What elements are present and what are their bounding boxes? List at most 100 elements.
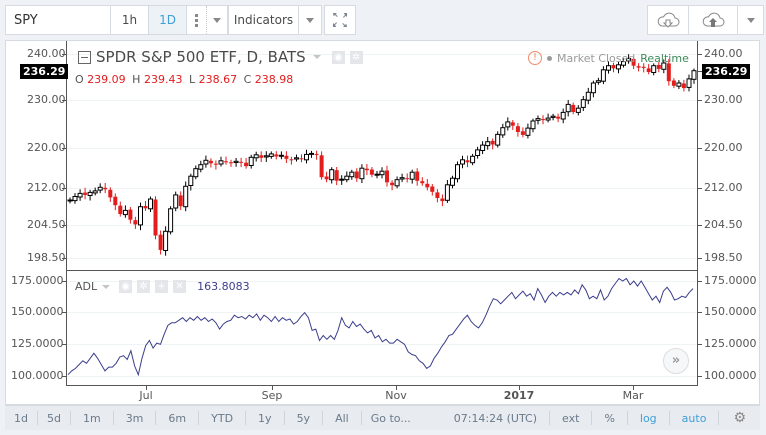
right-adl-tick: 100.0000 — [704, 369, 757, 382]
high-label: H — [132, 73, 141, 86]
settings-gear-icon[interactable]: ⚙ — [733, 410, 746, 426]
right-price-tick: 212.00 — [704, 181, 743, 194]
percent-scale-toggle[interactable]: % — [592, 411, 628, 425]
range-3m-button[interactable]: 3m — [114, 411, 157, 425]
symbol-interval-group: SPY 1h 1D — [5, 5, 228, 35]
more-intervals-button[interactable] — [187, 6, 207, 34]
close-icon[interactable]: ✕ — [173, 280, 187, 293]
goto-date-button[interactable]: Go to... — [370, 411, 411, 425]
adl-value: 163.8083 — [197, 280, 250, 293]
left-price-tick: 204.50 — [27, 218, 66, 231]
left-price-tick: 212.00 — [27, 181, 66, 194]
gear-icon[interactable]: ✲ — [349, 50, 363, 64]
save-load-group — [647, 5, 764, 35]
save-chart-button[interactable] — [689, 6, 738, 34]
left-adl-tick: 175.0000 — [11, 274, 64, 287]
time-label: Mar — [622, 389, 644, 402]
range-5y-button[interactable]: 5y — [285, 411, 324, 425]
low-label: L — [188, 73, 196, 86]
cloud-download-icon — [657, 12, 680, 28]
time-label: Sep — [261, 389, 283, 402]
scroll-to-realtime-button[interactable]: » — [663, 348, 689, 374]
indicators-dropdown-button[interactable] — [299, 6, 321, 34]
interval-1h-button[interactable]: 1h — [111, 6, 149, 34]
right-price-tick: 204.50 — [704, 218, 743, 231]
left-price-tick: 198.50 — [27, 251, 66, 264]
series-title: SPDR S&P 500 ETF, D, BATS — [96, 48, 306, 66]
adl-legend: ADL ◉ ✲ + ✕ 163.8083 — [75, 280, 250, 293]
open-label: O — [75, 73, 84, 86]
adl-label: ADL — [75, 280, 98, 293]
clock[interactable]: 07:14:24 (UTC) — [442, 411, 551, 425]
chevron-down-icon — [306, 17, 314, 23]
extended-hours-toggle[interactable]: ext — [550, 411, 593, 425]
ohlc-values: O 239.09 H 239.43 L 238.67 C 238.98 — [75, 73, 296, 86]
range-1y-button[interactable]: 1y — [246, 411, 285, 425]
left-adl-tick: 100.0000 — [11, 369, 64, 382]
top-toolbar: SPY 1h 1D Indicators — [0, 0, 766, 40]
right-last-price-tag: 236.29 — [702, 64, 751, 79]
market-status: ! Market Closed Realtime — [528, 51, 689, 65]
right-price-tick: 220.00 — [704, 141, 743, 154]
price-candles — [67, 54, 697, 256]
chevron-down-icon[interactable] — [312, 55, 321, 59]
interval-dropdown-button[interactable] — [207, 6, 227, 34]
status-dot-icon — [547, 55, 552, 61]
close-value: 238.98 — [254, 73, 294, 86]
right-adl-tick: 150.0000 — [704, 305, 757, 318]
visibility-eye-icon[interactable]: ◉ — [331, 50, 345, 64]
visibility-eye-icon[interactable]: ◉ — [119, 280, 133, 293]
range-1d-button[interactable]: 1d — [5, 411, 38, 425]
adl-gridlines — [67, 281, 697, 377]
left-price-tick: 220.00 — [27, 141, 66, 154]
realtime-text: Realtime — [640, 51, 689, 65]
chevron-down-icon — [213, 17, 221, 23]
auto-scale-toggle[interactable]: auto — [670, 411, 720, 425]
indicators-button[interactable]: Indicators — [229, 6, 299, 34]
chevron-down-icon — [746, 17, 755, 23]
left-adl-tick: 150.0000 — [11, 305, 64, 318]
time-label: Nov — [385, 389, 407, 402]
indicators-group: Indicators — [228, 5, 322, 35]
warning-icon[interactable]: ! — [528, 51, 542, 65]
log-scale-toggle[interactable]: log — [628, 411, 670, 425]
range-all-button[interactable]: All — [323, 411, 362, 425]
range-1m-button[interactable]: 1m — [71, 411, 114, 425]
open-value: 239.09 — [87, 73, 126, 86]
right-adl-tick: 125.0000 — [704, 337, 757, 350]
right-price-tick: 230.00 — [704, 93, 743, 106]
more-dots-icon — [195, 12, 198, 29]
add-icon[interactable]: + — [155, 280, 169, 293]
double-chevron-right-icon: » — [671, 353, 681, 368]
collapse-legend-icon[interactable] — [78, 50, 91, 64]
close-label: C — [243, 73, 252, 86]
range-5d-button[interactable]: 5d — [38, 411, 71, 425]
interval-1d-button[interactable]: 1D — [149, 6, 187, 34]
right-price-tick: 198.50 — [704, 251, 743, 264]
left-last-price-tag: 236.29 — [20, 64, 69, 79]
symbol-input[interactable]: SPY — [6, 6, 111, 34]
clock-time: 07:14:24 — [453, 411, 504, 425]
chevron-down-icon[interactable] — [102, 284, 111, 289]
fullscreen-group — [324, 5, 356, 35]
load-chart-button[interactable] — [648, 6, 689, 34]
market-closed-text: Market Closed — [557, 51, 636, 65]
time-label: Jul — [139, 389, 153, 402]
range-6m-button[interactable]: 6m — [156, 411, 200, 425]
save-options-dropdown[interactable] — [738, 6, 763, 34]
fullscreen-icon — [333, 13, 347, 27]
fullscreen-button[interactable] — [325, 6, 355, 34]
series-legend: SPDR S&P 500 ETF, D, BATS ◉ ✲ — [78, 48, 363, 66]
adl-line — [67, 277, 694, 377]
left-price-tick: 230.00 — [27, 93, 66, 106]
range-ytd-button[interactable]: YTD — [199, 411, 247, 425]
right-adl-tick: 175.0000 — [704, 274, 757, 287]
left-adl-tick: 125.0000 — [11, 337, 64, 350]
low-value: 238.67 — [198, 73, 238, 86]
high-value: 239.43 — [143, 73, 183, 86]
gear-icon[interactable]: ✲ — [137, 280, 151, 293]
right-price-tick: 240.00 — [704, 47, 743, 60]
cloud-upload-icon — [702, 12, 725, 27]
